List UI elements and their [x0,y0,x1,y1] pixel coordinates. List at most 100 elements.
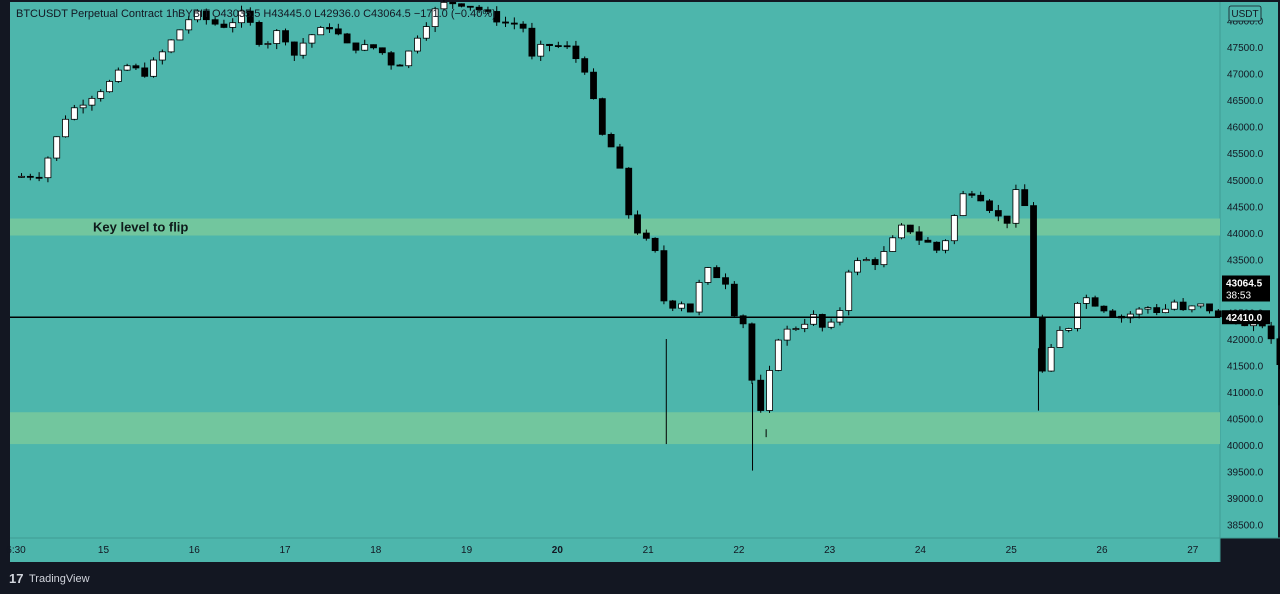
candle-up [1056,329,1064,348]
candle-up [238,10,245,24]
candle-up [1065,328,1073,331]
candle-down [572,45,580,60]
candle-down [1153,307,1161,314]
candle-down [748,323,756,381]
candle-down [871,259,879,266]
candle-down [669,300,677,309]
candle-down [35,176,43,179]
plot-area [10,2,1220,538]
time-tick-label: 15 [98,545,110,556]
candle-down [757,379,765,411]
price-tick-label: 45500.0 [1227,149,1264,160]
candle-down [466,5,474,8]
price-tick-label: 47500.0 [1227,43,1264,54]
candle-up [1135,308,1143,315]
candle-down [449,1,457,5]
interval-label[interactable]: 1h [166,8,178,20]
candle-up [950,215,958,242]
candle-down [651,237,659,252]
time-tick-label: 25 [1006,545,1018,556]
price-tick-label: 47000.0 [1227,70,1264,81]
candle-down [1206,303,1213,312]
candle-up [229,22,237,28]
candle-down [502,21,509,24]
candle-down [510,22,518,25]
candle-up [44,157,52,179]
candle-up [792,328,800,330]
last-price-badge [1222,275,1270,302]
candle-down [396,64,404,67]
price-tick-label: 39000.0 [1227,494,1264,505]
time-tick-label: 16 [189,545,201,556]
candle-up [783,328,791,341]
price-tick-label: 44500.0 [1227,202,1264,213]
key-level-annotation: Key level to flip [93,220,188,235]
candle-up [695,282,703,313]
candle-up [361,44,369,51]
candle-down [290,41,298,56]
currency-button[interactable] [1228,5,1262,22]
candle-down [1109,310,1117,317]
time-tick-label: 17 [279,545,291,556]
candle-down [933,241,941,251]
candle-up [70,107,78,120]
price-tick-label: 46000.0 [1227,123,1264,134]
candle-down [202,10,210,21]
price-tick-label: 40500.0 [1227,415,1264,426]
tradingview-logo-icon[interactable]: 17 [9,571,23,586]
branding-label[interactable]: TradingView [29,573,90,585]
time-scale-background [10,538,1220,562]
candle-down [326,27,333,30]
candle-up [880,251,888,266]
candle-down [1179,301,1187,311]
candle-down [581,58,589,73]
time-tick-label: 19 [461,545,473,556]
candle-up [106,81,113,93]
candle-up [176,29,184,41]
time-axis[interactable]: 6:30 15 16 17 18 19 20 21 22 23 24 25 26 27 [6,545,1199,556]
candle-up [264,43,272,45]
candle-up [422,26,430,39]
candle-up [537,43,545,57]
currency-button-label[interactable]: USDT [1231,9,1258,20]
candle-down [924,239,932,243]
candle-up [405,50,413,67]
candle-up [317,27,325,36]
candle-down [563,45,571,48]
candle-down [282,30,289,43]
price-axis[interactable]: 48000.0 47500.0 47000.0 46500.0 46000.0 45500… [1222,5,1270,532]
candle-up [774,339,782,371]
candle-down [713,267,721,279]
candle-up [801,323,809,329]
candle-down [986,200,993,211]
time-tick-label: 26 [1096,545,1108,556]
exchange-label: BYBIT [178,8,210,20]
candle-down [387,52,395,66]
candle-up [1162,308,1169,314]
candle-up [414,37,421,52]
candle-down [1003,215,1011,224]
candles-layer [18,0,1280,471]
candle-down [458,3,465,7]
candle-down [26,175,34,178]
symbol-title[interactable]: BTCUSDT Perpetual Contract [16,8,163,20]
candle-down [686,303,694,313]
candle-up [1144,307,1152,310]
candle-up [53,136,61,159]
price-tick-label: 45000.0 [1227,176,1264,187]
candle-up [1188,305,1196,311]
candle-down [1038,316,1046,372]
candle-up [88,97,96,106]
candle-up [862,259,870,262]
candle-up [194,10,201,21]
candle-down [968,193,976,196]
candle-down [590,71,597,100]
zone-1 [10,412,1220,445]
price-tick-label: 48000.0 [1227,17,1264,28]
ohlc-readout: O43035.5 H43445.0 L42936.0 C43064.5 −171… [212,8,496,20]
time-tick-label: 20 [552,545,564,556]
time-tick-label: 24 [915,545,927,556]
candle-up [167,39,175,53]
